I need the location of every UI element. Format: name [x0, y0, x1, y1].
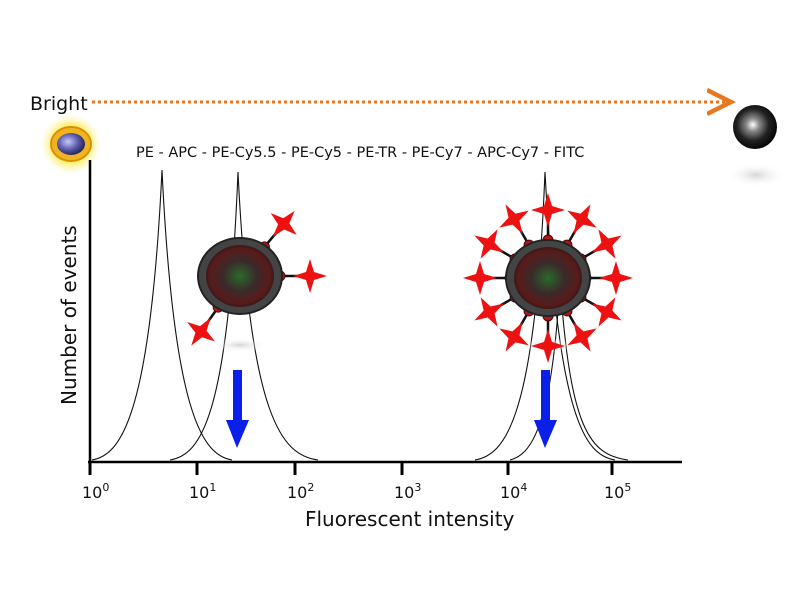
y-axis-label: Number of events [57, 225, 81, 405]
nanoparticle-left [175, 198, 329, 357]
x-tick-label: 105 [604, 481, 631, 502]
peak-left-2 [169, 171, 319, 461]
fluorophore-list: PE - APC - PE-Cy5.5 - PE-Cy5 - PE-TR - P… [136, 145, 584, 161]
x-axis-tick-labels: 100 101 102 103 104 105 [82, 481, 631, 502]
shift-arrow-right [534, 370, 557, 448]
x-axis-label: Fluorescent intensity [305, 507, 515, 531]
bright-label: Bright [30, 93, 88, 115]
x-tick-label: 102 [287, 481, 314, 502]
x-axis-ticks [88, 462, 614, 475]
x-tick-label: 100 [82, 481, 109, 502]
shift-arrow-left [226, 370, 249, 448]
x-tick-label: 101 [189, 481, 216, 502]
x-tick-label: 104 [500, 481, 527, 502]
peak-left-1 [91, 169, 233, 461]
dark-bead-icon [726, 105, 786, 187]
bright-bead-icon [41, 114, 101, 174]
nanoparticle-right [461, 191, 635, 365]
peak-right-1 [474, 171, 616, 461]
x-tick-label: 103 [394, 481, 421, 502]
